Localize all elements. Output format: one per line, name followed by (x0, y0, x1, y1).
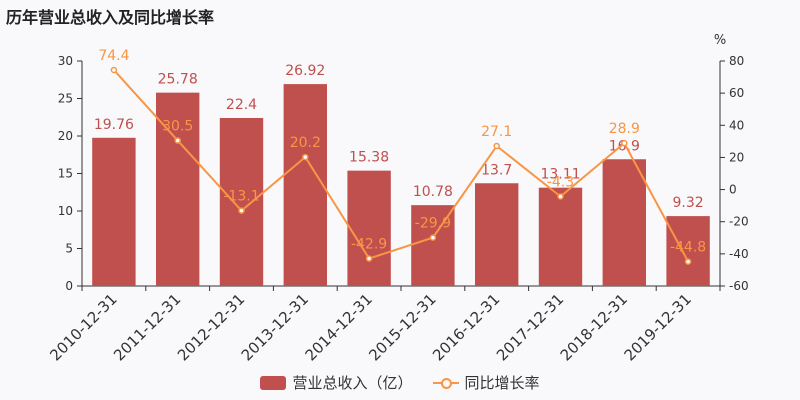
bar-value-label: 19.76 (94, 117, 134, 133)
x-tick-label: 2010-12-31 (46, 290, 120, 364)
legend: 营业总收入（亿） 同比增长率 (0, 372, 800, 393)
growth-value-label: -4.3 (547, 174, 574, 190)
y-right-tick-label: 0 (729, 183, 737, 197)
bar-value-label: 10.78 (413, 184, 453, 200)
x-tick-label: 2017-12-31 (493, 290, 567, 364)
bar-value-label: 15.38 (349, 150, 389, 166)
bar-value-label: 22.4 (226, 97, 257, 113)
bar-value-label: 13.11 (540, 167, 580, 183)
y-right-tick-label: -60 (729, 279, 749, 293)
y-right-tick-label: -40 (729, 247, 749, 261)
legend-item-revenue[interactable]: 营业总收入（亿） (260, 372, 413, 393)
bar (92, 137, 136, 286)
y-right-tick-label: 20 (729, 150, 744, 164)
growth-point (174, 137, 181, 144)
y-left-tick-label: 0 (65, 279, 73, 293)
growth-value-label: 28.9 (609, 121, 640, 137)
bar (283, 84, 327, 286)
growth-point (110, 66, 118, 74)
bar-value-label: 13.7 (481, 162, 512, 178)
growth-point (429, 234, 437, 241)
bar-value-label: 26.92 (285, 63, 325, 79)
growth-value-label: 20.2 (290, 135, 321, 151)
x-tick-label: 2015-12-31 (365, 290, 439, 364)
x-tick-label: 2019-12-31 (621, 290, 695, 364)
y-left-tick-label: 15 (58, 167, 73, 181)
y-right-unit-label: % (714, 33, 726, 48)
bar-value-label: 9.32 (673, 195, 704, 211)
growth-value-label: -44.8 (670, 240, 706, 256)
legend-swatch-line (432, 376, 459, 390)
bar (411, 205, 455, 286)
growth-value-label: -13.1 (223, 189, 259, 205)
bar (538, 187, 583, 286)
y-right-tick-label: 40 (729, 118, 744, 132)
x-tick-label: 2014-12-31 (302, 290, 376, 364)
bar (219, 118, 264, 286)
x-tick-label: 2016-12-31 (429, 290, 503, 364)
y-left-tick-label: 30 (58, 54, 73, 68)
growth-value-label: -42.9 (351, 237, 387, 253)
growth-value-label: -29.9 (415, 216, 451, 232)
growth-line (113, 69, 689, 263)
bar (666, 216, 710, 286)
growth-value-label: 74.4 (98, 48, 129, 64)
bar (347, 170, 391, 286)
growth-point (557, 193, 564, 200)
growth-value-label: 30.5 (162, 119, 193, 135)
y-right-tick-label: 60 (729, 86, 744, 100)
growth-point (621, 139, 628, 147)
bar (602, 159, 646, 286)
growth-point (238, 207, 245, 214)
x-tick-label: 2011-12-31 (110, 290, 184, 364)
y-right-tick-label: -20 (729, 215, 749, 229)
growth-value-label: 27.1 (481, 124, 512, 140)
bar-value-label: 25.78 (158, 72, 198, 88)
chart-title: 历年营业总收入及同比增长率 (6, 8, 215, 27)
x-tick-label: 2012-12-31 (174, 290, 248, 364)
growth-point (684, 258, 692, 265)
y-left-tick-label: 5 (65, 242, 73, 256)
legend-label-revenue: 营业总收入（亿） (292, 374, 413, 392)
x-tick-label: 2013-12-31 (238, 290, 312, 364)
y-left-tick-label: 20 (58, 129, 73, 143)
growth-point (365, 255, 373, 262)
legend-item-growth[interactable]: 同比增长率 (432, 372, 540, 393)
bar (475, 183, 519, 286)
x-tick-label: 2018-12-31 (557, 290, 631, 364)
legend-swatch-bar (260, 375, 287, 390)
growth-point (302, 153, 309, 161)
y-right-tick-label: 80 (729, 54, 744, 68)
legend-label-growth: 同比增长率 (464, 374, 540, 392)
growth-point (493, 142, 500, 150)
y-left-tick-label: 25 (58, 92, 73, 106)
y-left-tick-label: 10 (58, 204, 73, 218)
